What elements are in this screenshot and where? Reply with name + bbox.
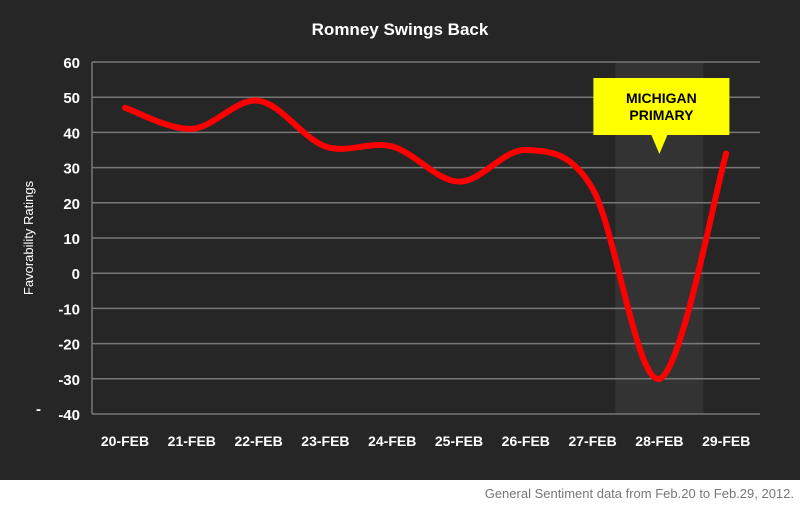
y-tick-label: 40 <box>63 125 80 142</box>
y-tick-label: -20 <box>58 337 80 354</box>
x-tick-label: 21-FEB <box>168 433 216 449</box>
x-tick-label: 26-FEB <box>502 433 550 449</box>
chart-title: Romney Swings Back <box>311 20 489 39</box>
y-tick-label: 20 <box>63 196 80 213</box>
y-axis-label: Favorability Ratings <box>21 180 36 295</box>
x-tick-label: 25-FEB <box>435 433 483 449</box>
callout-label-line1: MICHIGAN <box>626 90 697 106</box>
x-tick-label: 23-FEB <box>301 433 349 449</box>
y-tick-label: 10 <box>63 231 80 248</box>
x-tick-label: 24-FEB <box>368 433 416 449</box>
x-tick-label: 20-FEB <box>101 433 149 449</box>
x-tick-label: 29-FEB <box>702 433 750 449</box>
y-tick-label: -30 <box>58 372 80 389</box>
y-axis-dash: - <box>36 401 41 418</box>
y-tick-label: -40 <box>58 407 80 424</box>
y-tick-label: 0 <box>72 266 80 283</box>
chart-area: Romney Swings Back 60 50 40 30 20 10 0 -10 -20 -3… <box>0 0 800 480</box>
y-tick-label: -10 <box>58 301 80 318</box>
chart-svg: 60 50 40 30 20 10 0 -10 -20 -30 -40- Favorability R… <box>21 55 760 449</box>
y-tick-label: 30 <box>63 161 80 178</box>
callout-box <box>593 78 730 154</box>
source-note: General Sentiment data from Feb.20 to Fe… <box>484 486 794 501</box>
y-tick-label: 50 <box>63 90 80 107</box>
callout-label-line2: PRIMARY <box>629 107 694 123</box>
x-tick-label: 27-FEB <box>568 433 616 449</box>
x-tick-label: 22-FEB <box>234 433 282 449</box>
y-tick-label: 60 <box>63 55 80 72</box>
x-tick-label: 28-FEB <box>635 433 683 449</box>
